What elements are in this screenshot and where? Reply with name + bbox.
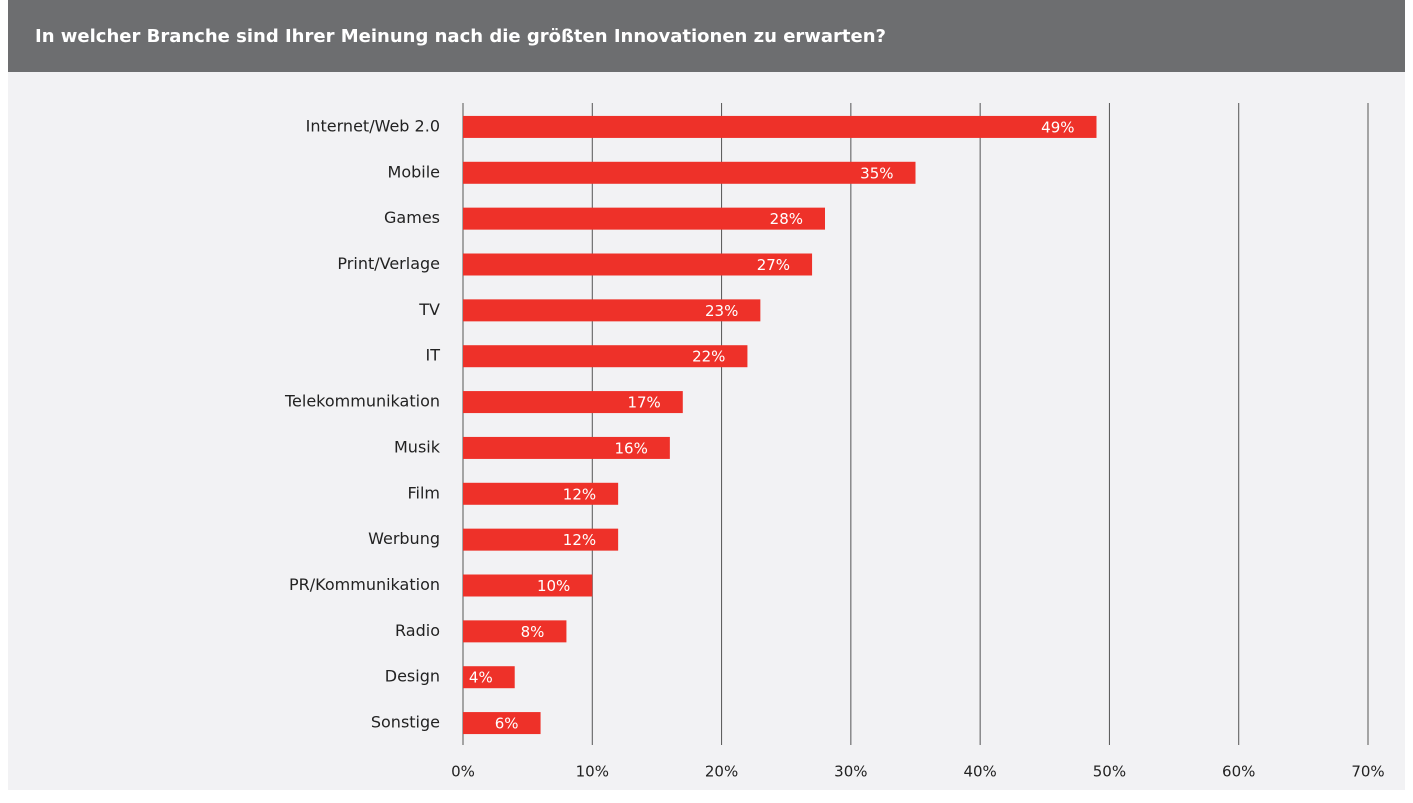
y-tick-label: Werbung: [368, 529, 440, 548]
value-label: 12%: [563, 531, 596, 549]
bar: [463, 161, 916, 184]
y-tick-label: Film: [407, 483, 440, 502]
value-label: 49%: [1041, 118, 1074, 136]
y-tick-label: Musik: [394, 437, 441, 456]
bar: [463, 115, 1097, 138]
y-tick-label: Design: [385, 667, 440, 686]
y-tick-label: Sonstige: [371, 713, 440, 732]
bar: [463, 528, 619, 551]
bar: [463, 207, 825, 230]
x-tick-label: 0%: [451, 763, 475, 781]
value-label: 28%: [770, 210, 803, 228]
value-label: 27%: [757, 256, 790, 274]
bar: [463, 299, 761, 322]
x-tick-label: 40%: [963, 763, 996, 781]
value-label: 10%: [537, 577, 570, 595]
y-tick-label: TV: [418, 300, 440, 319]
bar: [463, 574, 593, 597]
bar: [463, 666, 515, 689]
x-tick-label: 70%: [1351, 763, 1384, 781]
value-label: 4%: [469, 669, 493, 687]
bar: [463, 391, 683, 414]
value-label: 35%: [860, 164, 893, 182]
value-label: 6%: [495, 715, 519, 733]
value-label: 22%: [692, 348, 725, 366]
y-tick-label: IT: [426, 346, 441, 365]
y-tick-label: PR/Kommunikation: [289, 575, 440, 594]
header: [8, 0, 1405, 72]
x-tick-label: 20%: [705, 763, 738, 781]
y-tick-label: Mobile: [388, 162, 440, 181]
chart-title: In welcher Branche sind Ihrer Meinung na…: [35, 26, 886, 47]
y-tick-label: Internet/Web 2.0: [306, 116, 440, 135]
value-label: 12%: [563, 485, 596, 503]
value-label: 16%: [615, 439, 648, 457]
x-tick-label: 30%: [834, 763, 867, 781]
y-tick-label: Telekommunikation: [284, 392, 440, 411]
bar: [463, 345, 748, 368]
bar: [463, 712, 541, 735]
bar: [463, 620, 567, 643]
x-tick-label: 10%: [576, 763, 609, 781]
bar: [463, 482, 619, 505]
x-tick-label: 60%: [1222, 763, 1255, 781]
bar: [463, 436, 670, 459]
bar: [463, 253, 813, 276]
y-tick-label: Games: [384, 208, 440, 227]
value-label: 23%: [705, 302, 738, 320]
x-tick-label: 50%: [1093, 763, 1126, 781]
y-tick-label: Radio: [395, 621, 440, 640]
y-tick-label: Print/Verlage: [337, 254, 440, 273]
value-label: 17%: [627, 394, 660, 412]
value-label: 8%: [521, 623, 545, 641]
